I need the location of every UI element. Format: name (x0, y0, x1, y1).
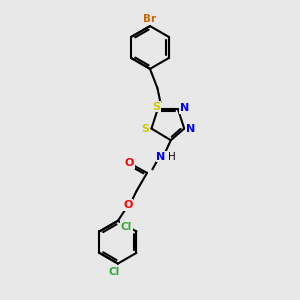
Text: Br: Br (143, 14, 157, 24)
Text: O: O (124, 158, 134, 168)
Text: N: N (186, 124, 195, 134)
Text: O: O (123, 200, 132, 210)
Text: Cl: Cl (120, 222, 132, 232)
Text: N: N (180, 103, 189, 113)
Text: H: H (168, 152, 176, 162)
Text: N: N (156, 152, 166, 162)
Text: S: S (141, 124, 149, 134)
Text: S: S (152, 102, 160, 112)
Text: Cl: Cl (109, 267, 120, 277)
